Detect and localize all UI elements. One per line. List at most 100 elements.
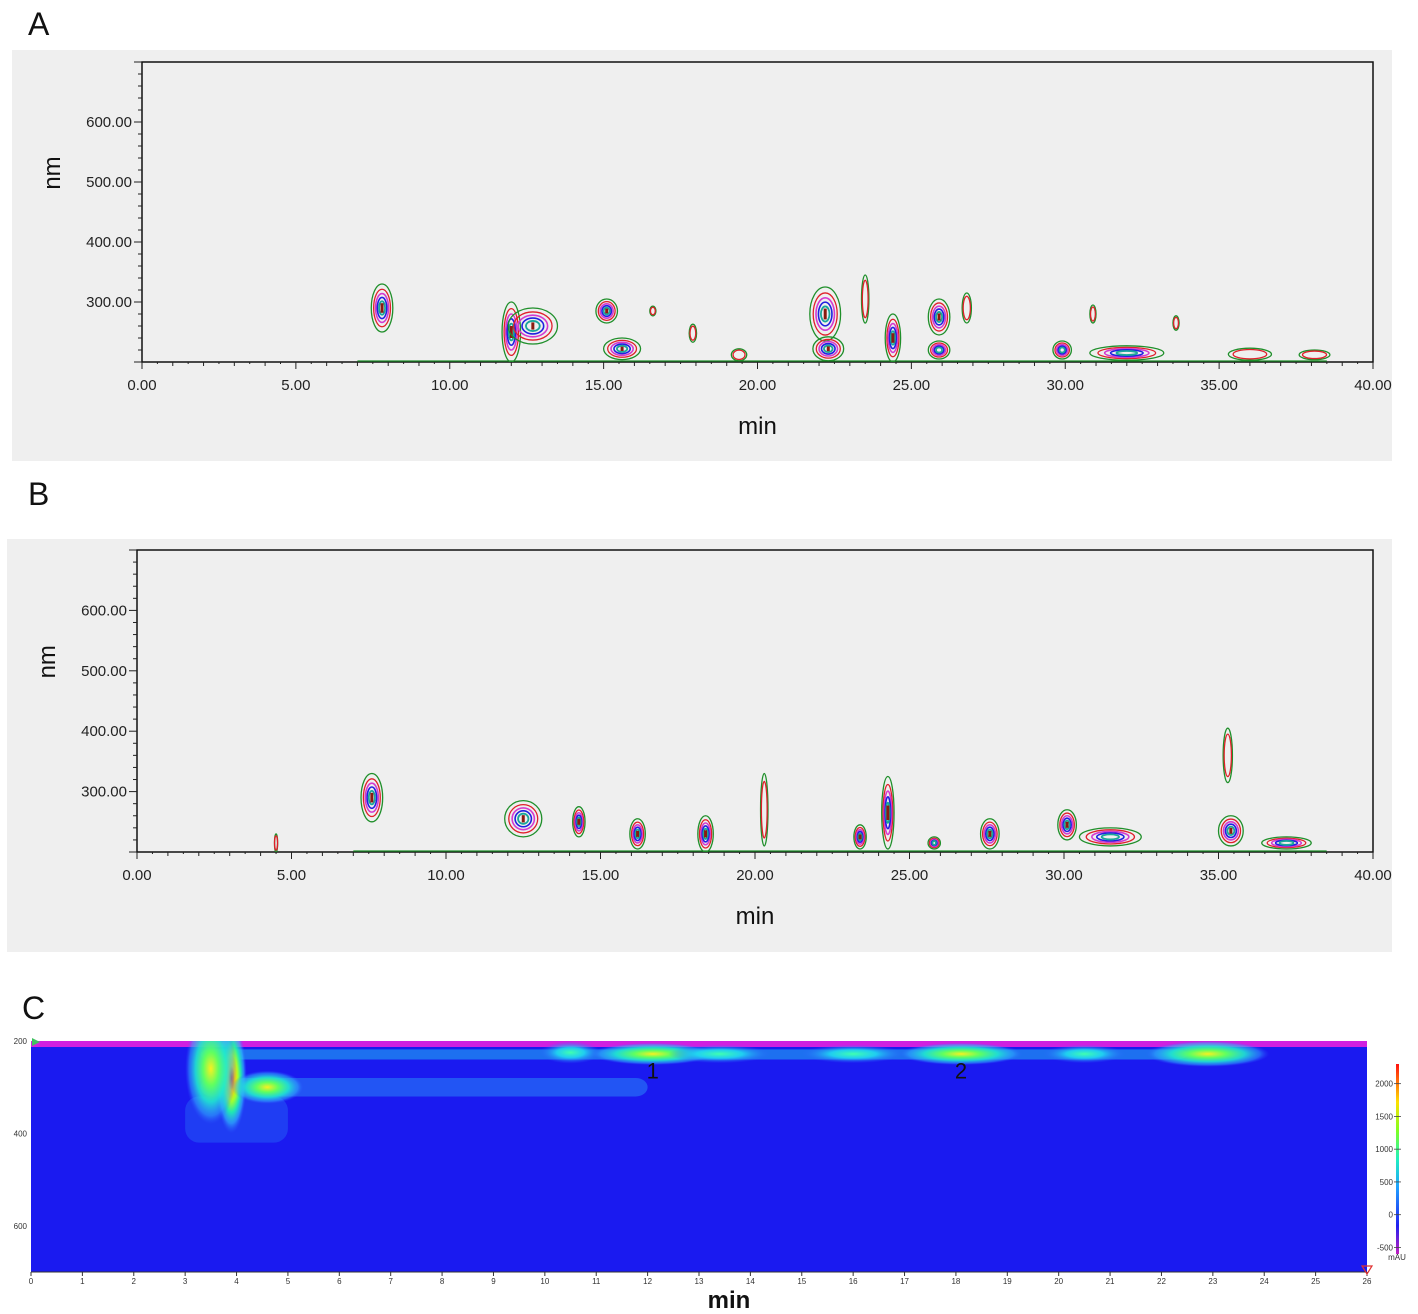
contour-peak-b-2-level-0 [504,800,543,838]
c-y-tick-label-0: 200 [14,1037,28,1046]
contour-peak-a-20-level-1 [1301,350,1328,360]
contour-peak-a-15-level-4 [1058,346,1066,354]
y-tick-label-b-3: 600.00 [81,602,127,619]
contour-peak-b-13-level-0 [1222,727,1234,784]
colorbar-tick-label-5: -500 [1377,1243,1394,1252]
c-x-tick-label-4: 4 [234,1277,239,1286]
contour-peak-b-7-level-2 [855,828,865,845]
contour-peak-b-3-level-2 [574,811,584,832]
colorbar-tick-label-1: 1500 [1375,1112,1393,1121]
contour-peak-a-9-level-2 [818,340,839,357]
contour-peak-a-12-level-3 [933,308,945,326]
contour-peak-b-11-level-0 [1057,809,1078,841]
contour-peak-b-10-level-4 [986,828,994,840]
contour-peak-b-3-level-1 [573,809,585,835]
c-y-tick-label-1: 400 [14,1129,28,1138]
contour-peak-b-12-level-0 [1078,827,1142,847]
c-x-tick-label-3: 3 [183,1277,188,1286]
x-tick-label-a-7: 35.00 [1200,377,1238,394]
contour-peak-a-4-level-4 [616,344,629,353]
contour-core-a-3 [605,308,609,314]
contour-peak-b-1-level-4 [367,789,376,806]
contour-peak-b-14-level-2 [1222,820,1240,841]
contour-peak-b-10-level-1 [981,821,998,847]
contour-peak-b-15-level-2 [1270,838,1303,848]
contour-peak-b-1-level-1 [362,778,381,818]
x-tick-label-a-5: 25.00 [893,377,931,394]
contour-peak-a-8-level-0 [809,286,842,342]
heatmap-peak-6 [801,1044,905,1064]
y-axis-title-b: nm [34,645,61,678]
contour-peak-b-2-level-4 [517,812,530,825]
x-axis-title-b: min [736,903,775,930]
c-x-tick-label-24: 24 [1260,1277,1269,1286]
contour-peak-a-3-level-4 [602,306,611,316]
contour-peak-b-8-level-0 [881,775,895,850]
heatmap-group [31,1041,1367,1143]
contour-peak-b-10-level-0 [979,818,1000,850]
contour-core-a-12 [937,313,941,321]
contour-peak-b-4-level-3 [633,826,642,842]
contour-peak-b-6-level-0 [759,772,769,847]
colorbar-tick-label-0: 2000 [1375,1080,1393,1089]
x-tick-label-a-8: 40.00 [1354,377,1392,394]
contour-core-b-7 [858,834,862,840]
contour-peak-a-15-level-1 [1054,342,1071,358]
contour-peak-a-17-level-4 [1115,350,1139,356]
c-x-axis-title: min [708,1287,751,1314]
contour-peak-a-4-level-1 [607,339,638,358]
c-x-tick-label-19: 19 [1003,1277,1012,1286]
c-x-tick-label-8: 8 [440,1277,445,1286]
x-tick-label-b-2: 10.00 [427,867,465,884]
contour-peak-a-1-level-2 [504,313,518,351]
c-x-tick-label-12: 12 [643,1277,652,1286]
contour-peak-a-3-level-2 [599,302,614,319]
contour-peak-a-3-level-1 [597,300,616,322]
contour-peak-b-15-level-0 [1261,836,1312,850]
contour-peak-a-19-level-0 [1227,347,1273,361]
heatmap-peak-3 [539,1041,602,1064]
contour-peak-b-7-level-4 [857,832,863,842]
contour-peak-a-11-level-1 [886,318,900,358]
contour-core-b-10 [988,830,992,837]
contour-core-a-8 [823,308,827,320]
contour-peak-b-12-level-3 [1095,832,1125,842]
x-tick-label-a-1: 5.00 [281,377,310,394]
heatmap-peak-2 [231,1070,304,1104]
contour-peak-a-5-level-1 [649,306,656,316]
contour-peak-b-9-level-0 [927,836,942,850]
contour-peak-a-0-level-0 [370,283,394,333]
contour-peak-b-9-level-4 [931,840,937,846]
x-tick-label-b-7: 35.00 [1200,867,1238,884]
contour-peak-a-3-level-3 [601,304,613,318]
contour-peak-b-1-level-2 [364,782,380,813]
y-tick-label-b-0: 300.00 [81,784,127,801]
contour-core-b-8 [886,805,890,820]
heatmap-peak-5 [668,1044,771,1064]
contour-peak-a-10-level-0 [860,274,870,324]
contour-core-a-9 [826,346,830,352]
contour-peak-b-5-level-1 [698,819,713,849]
contour-peak-a-11-level-4 [889,330,896,346]
contour-core-b-2 [521,815,525,823]
contour-peak-a-19-level-1 [1232,348,1268,360]
colorbar-tick-label-3: 500 [1380,1178,1394,1187]
contour-peak-b-10-level-3 [984,826,995,842]
contour-peak-a-16-level-1 [1089,306,1096,322]
heatmap-peak-8 [1043,1044,1126,1064]
contour-peak-a-12-level-0 [927,298,951,336]
contour-peak-a-18-level-0 [1172,315,1180,331]
contour-peak-b-4-level-2 [632,824,644,844]
c-x-tick-label-16: 16 [849,1277,858,1286]
y-tick-label-a-0: 300.00 [86,294,132,311]
contour-peak-a-8-level-2 [815,296,836,331]
contour-peak-a-0-level-1 [372,288,392,328]
panel-label-b: B [28,476,50,512]
heatmap-peak-9 [1146,1041,1270,1067]
contour-peak-a-12-level-1 [930,302,949,332]
x-tick-label-b-5: 25.00 [891,867,929,884]
contour-peak-b-11-level-1 [1059,812,1075,838]
contour-peak-a-11-level-0 [884,313,902,362]
contour-peak-a-4-level-3 [613,343,632,355]
contour-peak-b-2-level-3 [514,810,533,828]
